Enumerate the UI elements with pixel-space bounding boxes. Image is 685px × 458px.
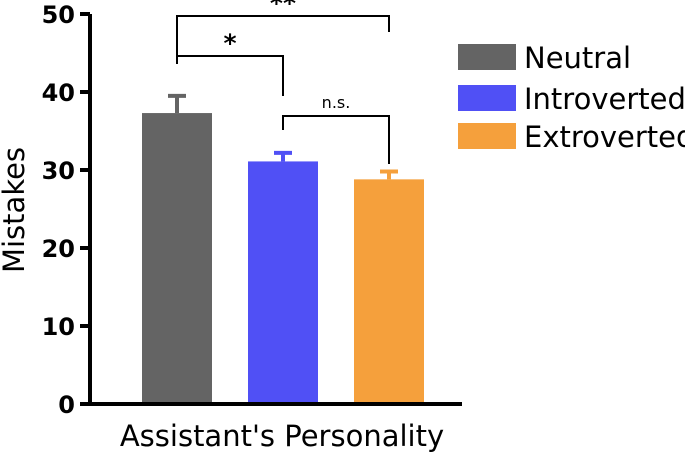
error-bars-layer: [168, 93, 398, 180]
significance-label-2: *: [223, 29, 236, 58]
axes-layer: 0 10 20 30 40 50: [42, 1, 462, 419]
y-tick-label-20: 20: [42, 235, 75, 263]
bar-neutral: [142, 113, 212, 404]
y-tick-label-0: 0: [58, 391, 75, 419]
y-axis-title: Mistakes: [0, 147, 31, 273]
y-tick-label-30: 30: [42, 157, 75, 185]
y-tick-label-10: 10: [42, 313, 75, 341]
significance-label-1: **: [270, 0, 296, 18]
y-tick-label-50: 50: [42, 1, 75, 29]
legend-label-introverted: Introverted: [524, 82, 685, 116]
legend-swatch-extroverted: [458, 123, 516, 149]
bars-layer: [142, 113, 424, 404]
significance-label-3: n.s.: [322, 93, 351, 112]
bar-extroverted: [354, 179, 424, 404]
significance-layer: ***n.s.: [176, 0, 390, 164]
bar-introverted: [248, 161, 318, 404]
y-tick-label-40: 40: [42, 79, 75, 107]
legend-label-extroverted: Extroverted: [524, 120, 685, 154]
significance-bracket-3: [282, 115, 390, 164]
significance-bracket-2: [176, 55, 284, 96]
legend-label-neutral: Neutral: [524, 41, 631, 75]
x-axis-title: Assistant's Personality: [120, 419, 444, 453]
legend-swatch-neutral: [458, 44, 516, 70]
legend-swatch-introverted: [458, 85, 516, 111]
significance-bracket-1: [176, 15, 390, 64]
legend: Neutral Introverted Extroverted: [458, 41, 685, 154]
